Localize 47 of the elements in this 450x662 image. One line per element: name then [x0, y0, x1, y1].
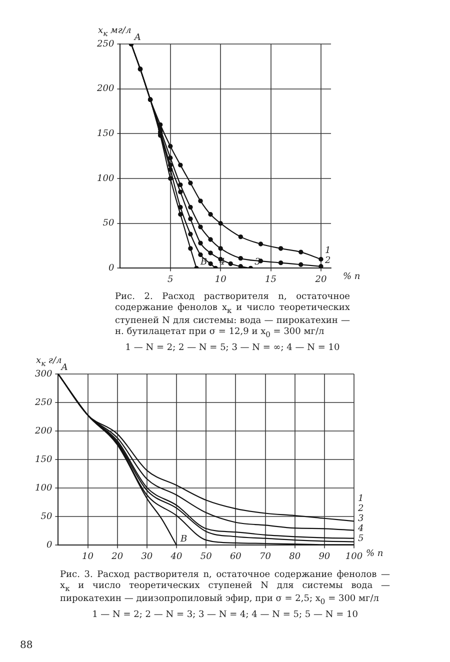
series-label: 1 — [358, 494, 364, 504]
text: Рис. 3. Расход растворителя n, остаточное содержание фенолов — x$_{к}$ и число теоретических ступеней N для системы вода — пирокатехин — диизопропиловый эфир, при σ = 2,5; x$_{0}$ = 300 мг/л — [60, 570, 390, 607]
x-tick-label: 10 — [82, 552, 94, 562]
series-label: 1 — [324, 246, 331, 256]
series-label: 2 — [357, 504, 364, 514]
text: 88 — [20, 640, 33, 651]
x-tick-label: 100 — [345, 552, 363, 562]
y-tick-label: 100 — [34, 483, 52, 494]
annotation: А — [133, 32, 142, 43]
y-tick-label: 300 — [34, 369, 52, 380]
text: Рис. 2. Расход растворителя n, остаточное содержание фенолов x$_{к}$ и число теоретических ступеней N для системы: вода — пирокатехин — н. бутилацетат при σ = 12,9 и x$_{0}$ = 300 мг/л — [115, 292, 350, 340]
series-label: 3 — [358, 514, 364, 524]
y-axis-title: x$_{к}$ мг/л — [98, 26, 132, 38]
x-tick-label: 90 — [318, 552, 330, 562]
x-tick-label: 15 — [265, 274, 277, 285]
x-tick-label: 60 — [230, 552, 242, 562]
y-tick-label: 200 — [96, 84, 114, 94]
x-axis-title: % n — [343, 272, 360, 282]
y-tick-label: 0 — [108, 264, 114, 274]
text: 1 — N = 2; 2 — N = 5; 3 — N = ∞; 4 — N = 10 — [124, 343, 341, 354]
y-tick-label: 200 — [34, 426, 52, 436]
y-axis-title: x$_{к}$ г/л — [36, 356, 62, 368]
x-tick-label: 50 — [200, 552, 212, 562]
y-tick-label: 0 — [46, 540, 52, 551]
x-tick-label: 70 — [260, 552, 272, 562]
annotation: А — [60, 362, 68, 373]
y-tick-label: 250 — [34, 398, 52, 408]
x-tick-label: 5 — [168, 274, 174, 285]
x-axis-title: % n — [366, 549, 384, 560]
y-tick-label: 100 — [96, 174, 114, 184]
y-tick-label: 250 — [96, 39, 114, 50]
y-tick-label: 150 — [96, 129, 114, 140]
y-tick-label: 150 — [34, 454, 52, 465]
y-tick-label: 50 — [102, 218, 114, 229]
x-tick-label: 20 — [314, 274, 327, 285]
x-tick-label: 10 — [214, 274, 227, 285]
series-label: В — [199, 258, 208, 268]
x-tick-label: 20 — [110, 552, 124, 562]
series-label: В — [180, 534, 188, 545]
x-tick-label: 40 — [170, 552, 183, 562]
text: 1 — N = 2; 2 — N = 3; 3 — N = 4; 4 — N = 5; 5 — N = 10 — [91, 610, 359, 621]
series-label: 5 — [358, 534, 364, 544]
x-tick-label: 30 — [141, 552, 153, 562]
series-label: 4 — [357, 524, 364, 534]
series-label: 2 — [324, 256, 331, 266]
y-tick-label: 50 — [40, 512, 52, 522]
x-tick-label: 80 — [289, 552, 301, 562]
